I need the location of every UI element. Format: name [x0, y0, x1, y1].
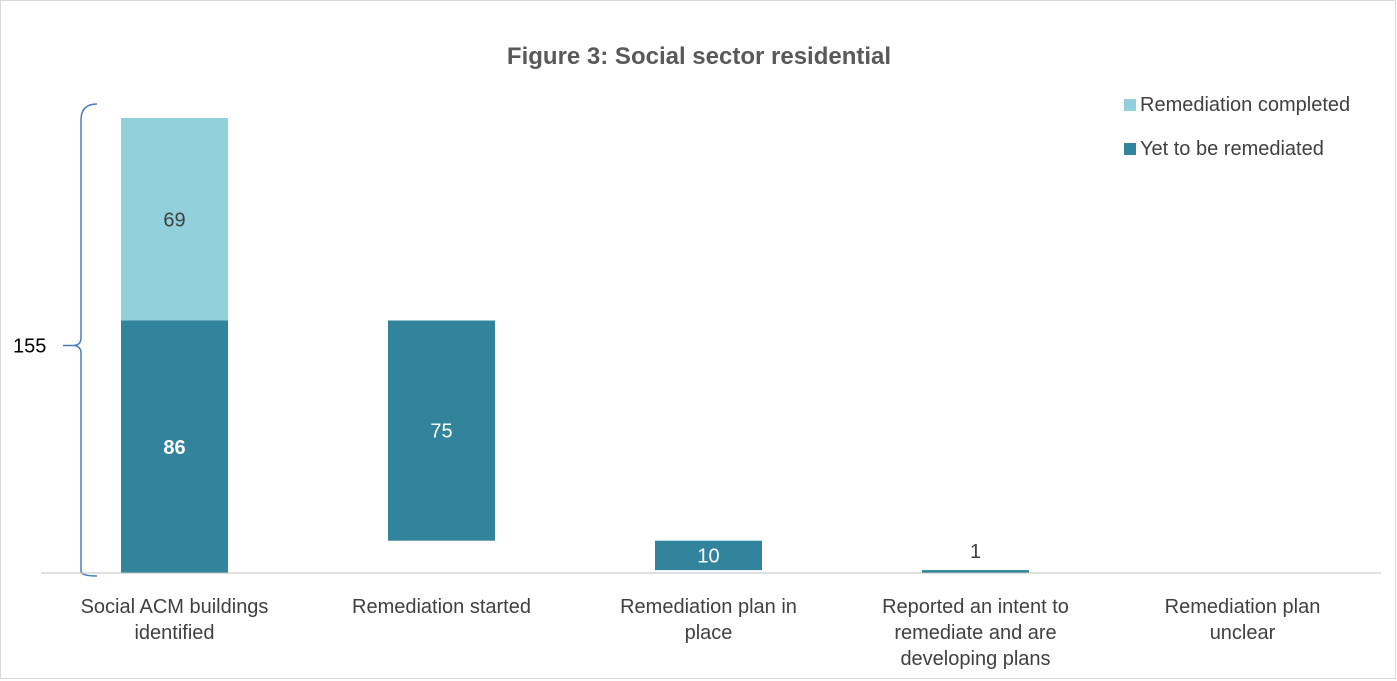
data-label-4: 1 — [970, 541, 981, 563]
total-bracket: 155 — [13, 103, 98, 577]
data-labels: 69 86 75 10 1 — [163, 209, 981, 567]
bar-yet-to-be-remediated-2 — [655, 540, 762, 571]
bar-yet-to-be-remediated-0 — [121, 320, 228, 573]
data-label-3: 10 — [697, 545, 719, 567]
category-label-3: Reported an intent to remediate and are de… — [882, 596, 1069, 670]
category-label-1: Remediation started — [352, 596, 531, 618]
bars — [121, 118, 1029, 573]
bar-remediation-completed-0 — [121, 118, 228, 321]
category-label-4: Remediation plan unclear — [1165, 596, 1321, 644]
bracket-label: 155 — [13, 336, 46, 358]
data-label-0: 69 — [163, 209, 185, 231]
data-label-2: 75 — [430, 421, 452, 443]
legend-label-0: Remediation completed — [1140, 94, 1350, 116]
category-labels: Social ACM buildings identified Remediatio… — [81, 596, 1321, 670]
legend-label-1: Yet to be remediated — [1140, 138, 1324, 160]
legend-swatch-0 — [1124, 99, 1136, 111]
data-label-1: 86 — [163, 437, 185, 459]
bar-yet-to-be-remediated-1 — [388, 320, 495, 541]
bar-yet-to-be-remediated-3 — [922, 570, 1029, 573]
bracket-brace — [72, 103, 98, 577]
legend: Remediation completed Yet to be remediate… — [1124, 94, 1350, 160]
category-label-0: Social ACM buildings identified — [81, 596, 269, 644]
legend-swatch-1 — [1124, 143, 1136, 155]
category-label-2: Remediation plan in place — [620, 596, 797, 644]
chart-title: Figure 3: Social sector residential — [507, 43, 891, 70]
